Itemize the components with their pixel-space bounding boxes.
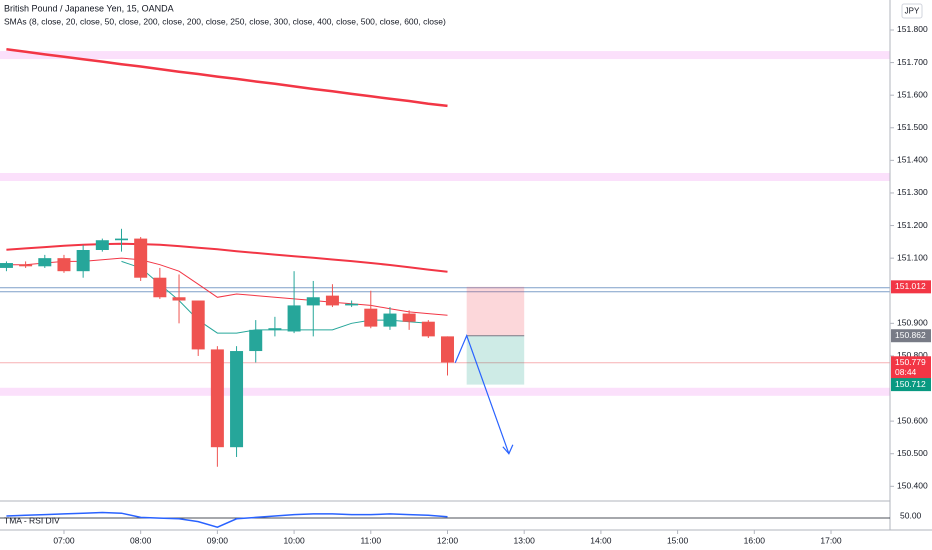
candle-body [345,303,359,306]
x-tick-label: 16:00 [744,535,766,545]
candle-body [306,297,320,306]
y-tick-label: 151.100 [897,252,928,262]
x-tick-label: 11:00 [360,535,381,545]
rsi-line [6,511,448,528]
x-tick-label: 15:00 [667,535,689,545]
currency[interactable]: JPY [905,7,920,16]
x-tick-label: 12:00 [437,535,459,545]
candle-body [19,264,33,267]
price-tag [891,280,931,294]
candle-body [114,238,128,241]
y-tick-label: 151.600 [897,89,928,99]
x-tick-label: 17:00 [820,535,842,545]
rsi-tick-label: 50.00 [900,510,922,520]
target-area [466,335,525,385]
candle-body [325,295,339,306]
candle-body [230,351,244,448]
candle-body [402,313,416,322]
price-tag-label: 151.012 [895,281,926,291]
x-tick-label: 14:00 [590,535,612,545]
y-tick-label: 151.800 [897,24,928,34]
x-tick-label: 08:00 [130,535,152,545]
y-tick-label: 151.300 [897,187,928,197]
indicator-legend: SMAs (8, close, 20, close, 50, close, 20… [4,16,446,26]
candle-body [268,328,282,330]
y-tick-label: 150.600 [897,415,928,425]
price-tag [891,356,931,381]
price-tag-label: 150.712 [895,379,926,389]
candle-body [383,313,397,327]
x-tick-label: 10:00 [283,535,305,545]
price-tag [891,329,931,343]
price-tag-label: 150.862 [895,330,926,340]
candle-body [57,258,71,272]
candle-body [249,329,263,352]
moving-average [6,242,448,273]
y-tick-label: 151.200 [897,220,928,230]
chart-title: British Pound / Japanese Yen, 15, OANDA [4,3,174,13]
candle-body [0,263,13,268]
price-tag [891,378,931,392]
candle-body [153,277,167,298]
support-zone [0,51,890,60]
x-tick-label: 13:00 [514,535,536,545]
y-tick-label: 150.400 [897,481,928,491]
y-tick-label: 150.900 [897,318,928,328]
arrow-head [502,444,514,455]
moving-average [6,47,448,108]
y-tick-label: 150.500 [897,448,928,458]
candle-body [440,336,454,363]
support-zone [0,172,890,181]
candle-body [364,308,378,327]
y-tick-label: 150.800 [897,350,928,360]
y-tick-label: 151.700 [897,57,928,67]
x-tick-label: 09:00 [207,535,229,545]
support-zone [0,387,890,396]
candle-body [210,349,224,448]
price-tag-label: 150.779 [895,357,926,367]
y-tick-label: 151.500 [897,122,928,132]
countdown: 08:44 [895,367,917,377]
candle-body [287,305,301,332]
forecast-arrow [454,334,510,454]
currency-box[interactable] [901,3,923,19]
stop-area [466,286,525,336]
y-tick-label: 151.400 [897,155,928,165]
candle-body [421,321,435,337]
plot-area [0,47,890,467]
x-tick-label: 07:00 [53,535,75,545]
candle-body [191,300,205,350]
rsi-title: TMA - RSI DIV [4,515,60,525]
candle-body [76,250,90,272]
candle-body [134,238,148,278]
candle-body [95,240,109,250]
candle-body [172,297,186,301]
candle-body [38,258,52,267]
